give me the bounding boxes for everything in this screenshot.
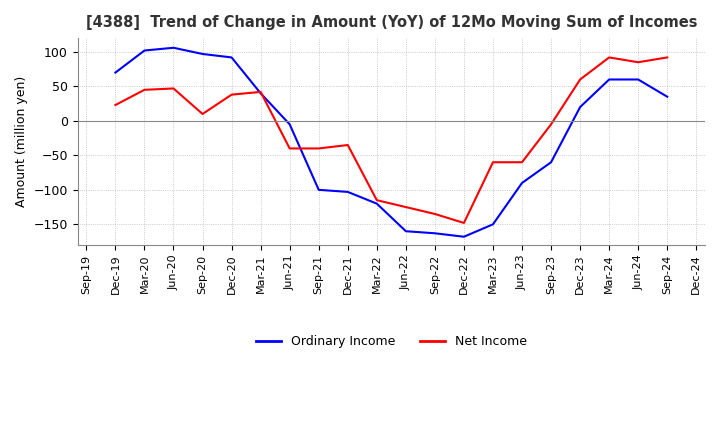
Net Income	[605, 55, 613, 60]
Net Income	[546, 122, 555, 127]
Net Income	[111, 103, 120, 108]
Line: Ordinary Income: Ordinary Income	[115, 48, 667, 237]
Ordinary Income	[315, 187, 323, 192]
Ordinary Income	[198, 51, 207, 57]
Ordinary Income	[518, 180, 526, 186]
Net Income	[343, 143, 352, 148]
Ordinary Income	[459, 234, 468, 239]
Ordinary Income	[402, 228, 410, 234]
Ordinary Income	[111, 70, 120, 75]
Ordinary Income	[634, 77, 642, 82]
Net Income	[372, 198, 381, 203]
Net Income	[489, 160, 498, 165]
Net Income	[518, 160, 526, 165]
Net Income	[256, 89, 265, 95]
Title: [4388]  Trend of Change in Amount (YoY) of 12Mo Moving Sum of Incomes: [4388] Trend of Change in Amount (YoY) o…	[86, 15, 697, 30]
Ordinary Income	[228, 55, 236, 60]
Net Income	[459, 220, 468, 226]
Line: Net Income: Net Income	[115, 58, 667, 223]
Net Income	[431, 211, 439, 216]
Net Income	[663, 55, 672, 60]
Ordinary Income	[605, 77, 613, 82]
Net Income	[576, 77, 585, 82]
Net Income	[634, 59, 642, 65]
Ordinary Income	[489, 222, 498, 227]
Y-axis label: Amount (million yen): Amount (million yen)	[15, 76, 28, 207]
Ordinary Income	[169, 45, 178, 51]
Legend: Ordinary Income, Net Income: Ordinary Income, Net Income	[251, 330, 532, 353]
Ordinary Income	[663, 94, 672, 99]
Net Income	[228, 92, 236, 97]
Ordinary Income	[431, 231, 439, 236]
Net Income	[198, 111, 207, 117]
Ordinary Income	[343, 189, 352, 194]
Ordinary Income	[140, 48, 149, 53]
Ordinary Income	[372, 201, 381, 206]
Ordinary Income	[256, 91, 265, 96]
Net Income	[140, 87, 149, 92]
Net Income	[285, 146, 294, 151]
Net Income	[315, 146, 323, 151]
Ordinary Income	[546, 160, 555, 165]
Ordinary Income	[576, 104, 585, 110]
Ordinary Income	[285, 122, 294, 127]
Net Income	[402, 205, 410, 210]
Net Income	[169, 86, 178, 91]
